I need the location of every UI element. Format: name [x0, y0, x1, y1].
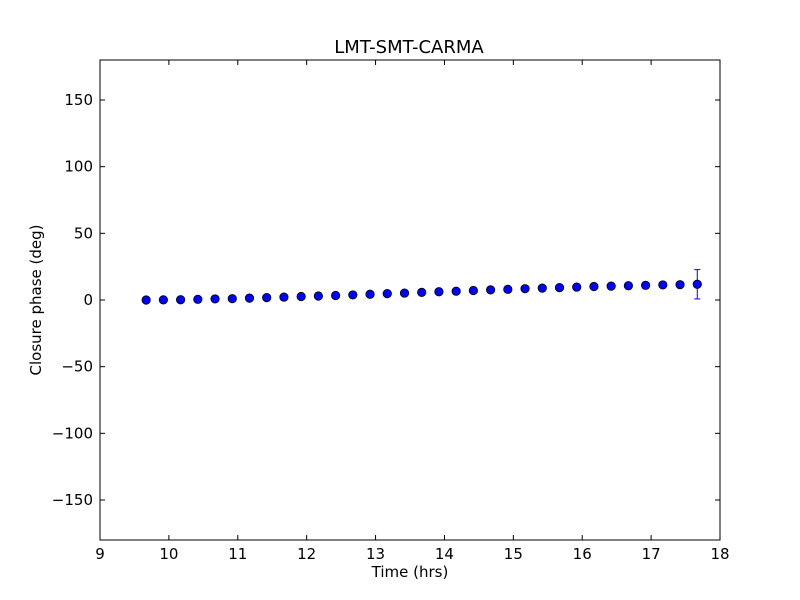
plot-area: 9 10 11 12 13 14 15 16 17 18 150 100 50 0 −50 −100 −150 — [52, 59, 730, 563]
data-point — [296, 291, 306, 302]
data-point — [589, 281, 599, 292]
x-axis-label: Time (hrs) — [371, 563, 449, 581]
data-point — [658, 280, 668, 290]
data-point — [227, 294, 237, 304]
data-point — [365, 289, 375, 299]
x-tick-label: 17 — [642, 545, 661, 563]
data-point — [675, 280, 685, 290]
y-tick-label: 100 — [64, 158, 93, 176]
y-tick-label: −100 — [52, 424, 93, 442]
data-point — [158, 295, 168, 305]
data-point — [313, 291, 323, 301]
data-point — [279, 292, 289, 302]
data-point — [382, 288, 392, 299]
data-point — [623, 281, 633, 291]
data-point — [176, 295, 186, 305]
x-tick-label: 11 — [228, 545, 247, 563]
x-tick-label: 16 — [573, 545, 592, 563]
data-point — [330, 290, 341, 301]
data-point — [503, 284, 513, 294]
data-point — [141, 295, 151, 305]
y-axis-label: Closure phase (deg) — [27, 225, 45, 376]
chart-title: LMT-SMT-CARMA — [334, 37, 484, 58]
data-point — [210, 294, 220, 304]
x-tick-label: 9 — [95, 545, 105, 563]
y-tick-label: 0 — [83, 291, 93, 309]
data-point — [262, 292, 272, 303]
y-tick-label: −50 — [61, 358, 93, 376]
x-tick-label: 10 — [159, 545, 178, 563]
data-point — [434, 287, 444, 297]
data-point — [606, 281, 616, 291]
data-point — [572, 282, 582, 292]
x-tick-label: 18 — [710, 545, 729, 563]
data-point — [537, 283, 547, 293]
data-point — [451, 286, 461, 296]
data-point — [692, 279, 702, 289]
y-tick-label: 150 — [64, 91, 93, 109]
x-tick-label: 15 — [504, 545, 523, 563]
data-point — [417, 287, 427, 297]
y-tick-label: −150 — [52, 491, 93, 509]
x-tick-label: 12 — [297, 545, 316, 563]
data-point — [640, 280, 651, 290]
data-point — [348, 290, 358, 300]
data-point — [399, 288, 410, 298]
data-point — [193, 294, 203, 304]
data-point — [554, 282, 565, 293]
data-point — [520, 284, 530, 294]
x-tick-label: 14 — [435, 545, 454, 563]
data-point — [244, 293, 255, 303]
y-tick-label: 50 — [74, 224, 93, 242]
x-tick-label: 13 — [366, 545, 385, 563]
data-point — [485, 285, 496, 295]
data-point — [468, 285, 478, 296]
